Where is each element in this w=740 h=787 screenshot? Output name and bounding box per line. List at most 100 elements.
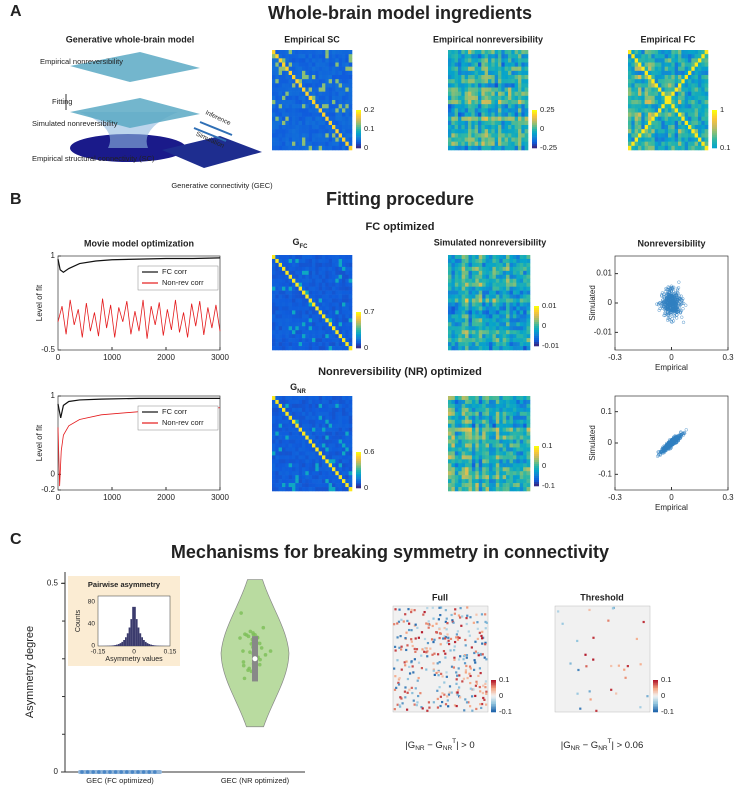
heat-cell — [511, 104, 515, 109]
heat-cell — [318, 306, 323, 311]
heat-cell — [322, 278, 326, 284]
heat-cell — [332, 278, 336, 284]
heat-cell — [471, 137, 475, 142]
x-tick-label: 2000 — [157, 353, 175, 362]
heat-cell — [482, 443, 486, 448]
y-tick-label: -0.01 — [594, 327, 613, 336]
heat-cell — [674, 62, 679, 67]
heat-cell — [523, 286, 527, 291]
heat-cell — [335, 87, 339, 92]
heat-cell — [523, 443, 527, 448]
heat-cell — [701, 87, 705, 92]
line — [57, 407, 221, 487]
heat-cell — [514, 66, 519, 72]
heat-cell — [332, 145, 336, 151]
heat-cell — [694, 91, 699, 97]
heat-cell — [318, 435, 323, 440]
heat-cell — [688, 91, 692, 97]
heat-cell — [285, 479, 289, 484]
heat-cell — [678, 112, 682, 117]
heat-cell — [634, 87, 639, 92]
heat-cell — [502, 346, 507, 351]
heat-cell — [478, 439, 483, 444]
heat-cell — [698, 66, 702, 72]
heat-cell — [478, 50, 482, 55]
heat-cell — [305, 141, 309, 147]
heat-cell — [492, 270, 497, 276]
heat-cell — [315, 258, 319, 264]
heat-cell — [668, 50, 672, 55]
heat-cell — [282, 91, 286, 97]
heat-cell — [278, 100, 283, 105]
colorbar-cell — [356, 312, 361, 315]
heat-cell — [465, 338, 469, 343]
heat-cell — [282, 330, 286, 335]
heat-cell — [498, 116, 502, 122]
colorbar-cell — [534, 468, 539, 471]
heat-cell — [499, 338, 503, 343]
heat-cell — [484, 104, 489, 109]
heat-cell — [318, 431, 323, 436]
scatter-point — [684, 303, 688, 307]
heat-cell — [448, 79, 452, 84]
heat-cell — [348, 290, 353, 295]
heat-cell — [342, 443, 346, 448]
heat-cell — [288, 459, 293, 464]
heat-cell — [704, 133, 709, 138]
heat-cell — [482, 270, 486, 276]
heat-cell — [508, 129, 512, 134]
heat-cell — [654, 125, 659, 130]
heat-cell — [342, 475, 346, 480]
colorbar-cell — [534, 342, 539, 345]
heat-cell — [332, 334, 336, 339]
heat-cell — [332, 108, 336, 113]
heat-cell — [295, 396, 299, 401]
heat-cell — [272, 270, 276, 276]
colorbar-cell — [712, 142, 717, 145]
heat-cell — [504, 133, 509, 138]
title-main: G — [292, 237, 299, 247]
heat-cell — [318, 282, 323, 287]
heat-cell — [674, 58, 679, 63]
heat-cell — [345, 342, 349, 347]
heat-cell — [282, 423, 286, 428]
heat-cell — [308, 427, 313, 432]
heat-cell — [494, 66, 499, 72]
heat-cell — [325, 75, 329, 80]
heat-cell — [335, 334, 339, 339]
heat-cell — [458, 87, 462, 92]
colorbar-cell — [712, 115, 717, 118]
heat-cell — [458, 459, 462, 464]
heat-cell — [495, 258, 500, 264]
heat-cell — [492, 459, 497, 464]
heat-cell — [506, 479, 510, 484]
heat-cell — [495, 415, 500, 421]
heat-cell — [278, 58, 283, 63]
heat-cell — [332, 100, 336, 105]
heat-cell — [285, 141, 289, 147]
heat-cell — [499, 415, 503, 421]
heat-cell — [495, 290, 500, 295]
heat-cell — [644, 116, 649, 122]
heat-cell — [292, 399, 296, 405]
heat-cell — [526, 334, 531, 339]
heat-cell — [488, 50, 492, 55]
heat-cell — [485, 274, 490, 280]
heat-cell — [295, 407, 299, 413]
heat-cell — [631, 100, 635, 105]
colorbar-cell — [356, 322, 361, 325]
heat-cell — [315, 58, 319, 63]
heat-cell — [465, 346, 469, 351]
heat-cell — [332, 439, 336, 444]
heat-cell — [523, 278, 527, 284]
heat-cell — [282, 318, 286, 323]
heat-cell — [454, 79, 459, 84]
heat-cell — [678, 62, 682, 67]
heat-cell — [495, 346, 500, 351]
heat-cell — [658, 54, 662, 59]
heat-cell — [514, 87, 519, 92]
heat-cell — [312, 100, 316, 105]
heat-cell — [488, 91, 492, 97]
heat-cell — [504, 129, 509, 134]
heat-cell — [458, 479, 462, 484]
